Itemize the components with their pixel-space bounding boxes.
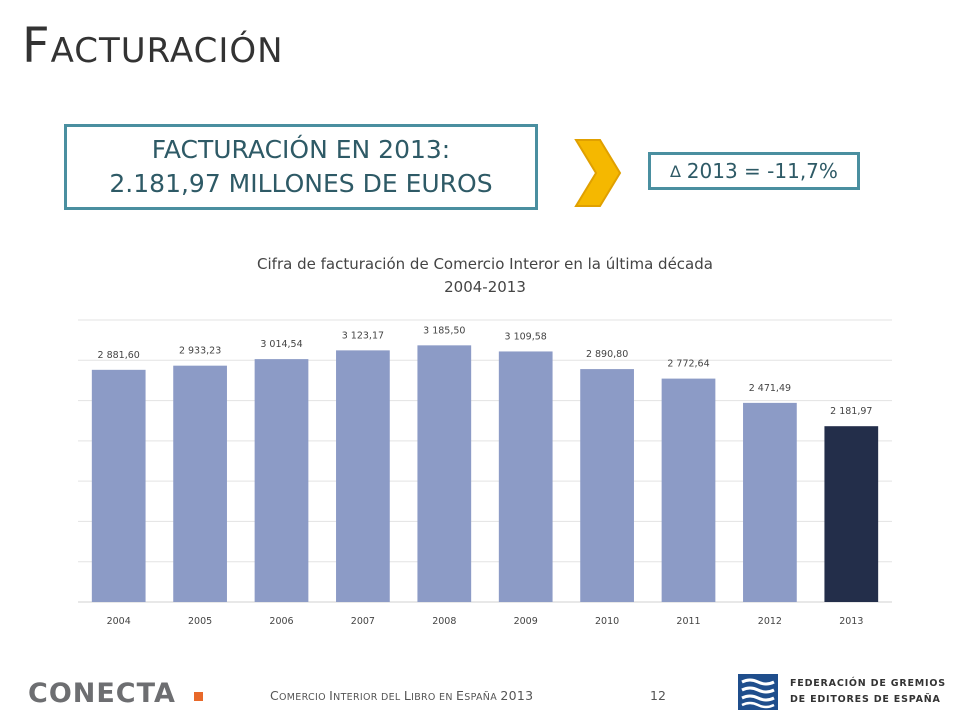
data-label-2012: 2 471,49 [749, 383, 791, 394]
bar-2012 [743, 402, 797, 602]
data-label-2005: 2 933,23 [179, 346, 221, 357]
data-label-2013: 2 181,97 [830, 406, 872, 417]
delta-box: ∆ 2013 = -11,7% [648, 152, 860, 190]
bar-2013 [824, 426, 879, 602]
footer-text-cap: E [456, 688, 465, 703]
x-tick-label-2010: 2010 [595, 616, 619, 627]
conecta-logo-text: CONECTA [28, 678, 176, 709]
page-title: FACTURACIÓN [22, 18, 284, 74]
footer-text-smallcaps: NTERIOR DEL [333, 692, 404, 703]
x-tick-label-2013: 2013 [839, 616, 863, 627]
bar-2010 [580, 369, 634, 602]
chevron-right-icon [574, 139, 622, 207]
chart-title-block: Cifra de facturación de Comercio Interor… [200, 253, 770, 300]
data-label-2008: 3 185,50 [423, 325, 465, 336]
bar-2008 [417, 345, 472, 602]
chart-title: Cifra de facturación de Comercio Interor… [257, 255, 713, 273]
headline-line2: 2.181,97 MILLONES DE EUROS [109, 169, 493, 198]
chart-subtitle: 2004-2013 [444, 278, 526, 297]
footer-text-cap: L [403, 688, 412, 703]
data-label-2004: 2 881,60 [98, 350, 140, 361]
bar-2009 [498, 351, 553, 602]
x-tick-label-2012: 2012 [758, 616, 782, 627]
headline-box: FACTURACIÓN EN 2013: 2.181,97 MILLONES D… [64, 124, 538, 210]
footer-publication-title: COMERCIO INTERIOR DEL LIBRO EN ESPAÑA 20… [270, 688, 533, 703]
x-tick-label-2004: 2004 [107, 616, 131, 627]
x-tick-label-2006: 2006 [269, 616, 293, 627]
x-tick-label-2011: 2011 [676, 616, 700, 627]
footer-text-smallcaps: IBRO EN [411, 692, 457, 703]
bar-2005 [173, 365, 227, 602]
footer-text-smallcaps: SPAÑA [464, 692, 501, 703]
bar-2006 [254, 359, 309, 602]
footer-text-smallcaps: OMERCIO [279, 692, 330, 703]
x-tick-label-2009: 2009 [514, 616, 538, 627]
data-label-2010: 2 890,80 [586, 349, 628, 360]
headline-line1: FACTURACIÓN EN 2013: [151, 135, 451, 165]
footer-year: 2013 [500, 688, 534, 703]
federation-line2: DE EDITORES DE ESPAÑA [790, 693, 941, 705]
federation-name: FEDERACIÓN DE GREMIOS DE EDITORES DE ESP… [790, 676, 946, 707]
bar-2004 [91, 369, 146, 602]
conecta-logo: CONECTA [28, 678, 203, 709]
delta-text: 2013 = -11,7% [686, 159, 838, 183]
page-number: 12 [650, 688, 666, 703]
x-tick-label-2008: 2008 [432, 616, 456, 627]
federation-logo-icon [738, 674, 778, 710]
data-label-2009: 3 109,58 [505, 331, 547, 342]
x-tick-label-2005: 2005 [188, 616, 212, 627]
data-label-2007: 3 123,17 [342, 330, 384, 341]
x-tick-label-2007: 2007 [351, 616, 375, 627]
footer-text-cap: I [329, 688, 334, 703]
delta-symbol: ∆ [670, 161, 681, 181]
footer-text-cap: C [270, 688, 280, 703]
federation-line1: FEDERACIÓN DE GREMIOS [790, 678, 946, 689]
data-label-2011: 2 772,64 [667, 359, 709, 370]
data-label-2006: 3 014,54 [260, 339, 302, 350]
bar-2007 [336, 350, 390, 602]
bar-2011 [661, 378, 716, 602]
